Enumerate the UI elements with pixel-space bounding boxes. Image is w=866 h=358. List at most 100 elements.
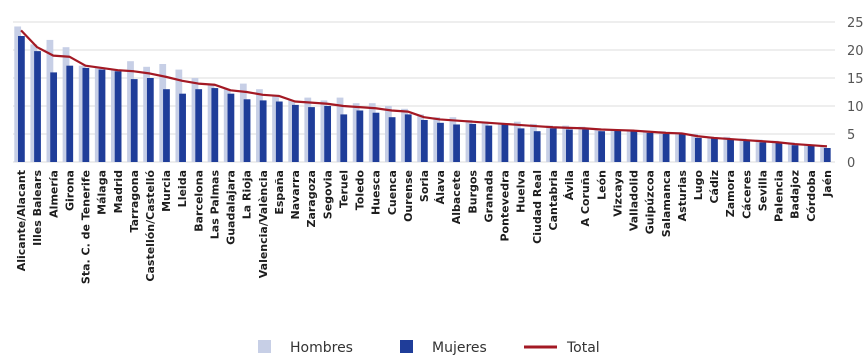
bar-mujeres — [727, 139, 734, 162]
bar-hombres — [433, 117, 441, 162]
x-tick-label: Murcia — [160, 170, 173, 212]
bar-hombres — [417, 114, 424, 162]
bar-hombres — [239, 83, 247, 162]
bar-hombres — [304, 97, 312, 162]
y-tick-label: 10 — [847, 100, 864, 115]
x-tick-label: Cantabria — [547, 170, 560, 231]
bar-mujeres — [807, 145, 815, 162]
bar-mujeres — [98, 69, 106, 162]
bar-hombres — [578, 126, 586, 162]
bar-mujeres — [114, 71, 122, 162]
bar-mujeres — [678, 134, 686, 162]
x-tick-label: Huelva — [515, 170, 528, 213]
bar-hombres — [175, 69, 183, 162]
bar-mujeres — [485, 125, 493, 162]
bar-hombres — [707, 136, 715, 162]
bar-hombres — [658, 131, 666, 162]
x-tick-label: Cuenca — [386, 170, 399, 215]
bar-mujeres — [469, 123, 477, 162]
bar-hombres — [336, 97, 344, 162]
bar-hombres — [771, 140, 779, 162]
legend-swatch-hombres — [258, 340, 271, 353]
x-tick-label: Zaragoza — [305, 170, 318, 228]
bar-mujeres — [308, 107, 315, 162]
x-tick-label: Guipúzcoa — [644, 170, 657, 234]
x-tick-label: Valencia/València — [257, 170, 270, 278]
bar-hombres — [46, 39, 54, 162]
bar-hombres — [62, 47, 70, 163]
x-axis-labels: Alicante/Alacant Illes Balears Almería Giro… — [15, 170, 834, 285]
x-tick-label: León — [595, 170, 608, 200]
bar-hombres — [497, 122, 505, 162]
bar-hombres — [465, 120, 473, 162]
x-tick-label: Las Palmas — [208, 170, 221, 240]
x-tick-label: Ávila — [563, 170, 576, 200]
bar-hombres — [30, 44, 38, 162]
bar-hombres — [191, 78, 199, 162]
x-tick-label: Soria — [418, 170, 431, 202]
x-tick-label: Pontevedra — [499, 170, 512, 242]
bar-hombres — [513, 121, 521, 162]
bar-mujeres — [662, 134, 670, 162]
bar-mujeres — [549, 128, 557, 162]
x-tick-label: Huesca — [370, 170, 383, 215]
bar-mujeres — [82, 67, 90, 162]
bar-hombres — [723, 136, 731, 162]
bar-mujeres — [130, 79, 138, 162]
bar-hombres — [675, 132, 682, 162]
y-tick-label: 0 — [847, 156, 855, 171]
bar-mujeres — [517, 128, 525, 162]
x-tick-label: Cádiz — [708, 170, 721, 204]
bar-mujeres — [146, 78, 154, 162]
bar-hombres — [288, 100, 296, 162]
bar-hombres — [320, 100, 328, 162]
bar-hombres — [127, 61, 134, 163]
y-tick-label: 5 — [847, 128, 855, 143]
bar-hombres — [256, 89, 263, 162]
bar-hombres — [481, 121, 489, 162]
x-tick-label: Zamora — [724, 170, 737, 217]
bar-mujeres — [566, 129, 573, 162]
x-tick-label: Teruel — [337, 170, 350, 208]
x-tick-label: Burgos — [466, 170, 479, 214]
bar-hombres — [352, 103, 360, 162]
x-tick-label: Toledo — [354, 170, 367, 211]
x-tick-label: Castellón/Castelló — [144, 170, 157, 282]
bar-mujeres — [324, 106, 332, 162]
bar-mujeres — [404, 114, 412, 162]
bar-mujeres — [259, 100, 267, 162]
x-tick-label: Illes Balears — [31, 170, 44, 246]
bar-hombres — [14, 26, 22, 163]
bar-mujeres — [292, 104, 299, 162]
bar-hombres — [787, 142, 795, 162]
bar-mujeres — [582, 129, 589, 162]
bar-hombres — [610, 129, 618, 162]
bar-hombres — [368, 103, 376, 162]
bar-mujeres — [420, 120, 428, 162]
x-tick-label: Ourense — [402, 170, 415, 222]
bar-mujeres — [34, 51, 41, 163]
bar-mujeres — [211, 88, 219, 162]
bar-hombres — [820, 145, 827, 162]
x-tick-label: La Rioja — [241, 170, 254, 219]
y-tick-label: 15 — [847, 72, 864, 87]
bar-mujeres — [227, 93, 235, 162]
bar-mujeres — [775, 142, 783, 162]
legend-label-hombres: Hombres — [290, 340, 353, 356]
x-tick-label: Lleida — [176, 170, 189, 207]
bar-mujeres — [743, 139, 751, 162]
total-line-layer — [20, 29, 828, 148]
bar-hombres — [739, 138, 747, 162]
bar-hombres — [691, 134, 698, 162]
bar-mujeres — [791, 145, 799, 162]
x-tick-label: Alicante/Alacant — [15, 170, 28, 271]
x-tick-label: Sevilla — [756, 170, 769, 211]
bar-hombres — [804, 144, 811, 162]
x-tick-label: Almería — [47, 170, 60, 218]
x-tick-label: Cáceres — [740, 170, 753, 219]
x-tick-label: Granada — [482, 170, 495, 222]
bar-hombres — [562, 125, 570, 162]
bar-mujeres — [388, 117, 396, 162]
bar-mujeres — [18, 36, 25, 162]
